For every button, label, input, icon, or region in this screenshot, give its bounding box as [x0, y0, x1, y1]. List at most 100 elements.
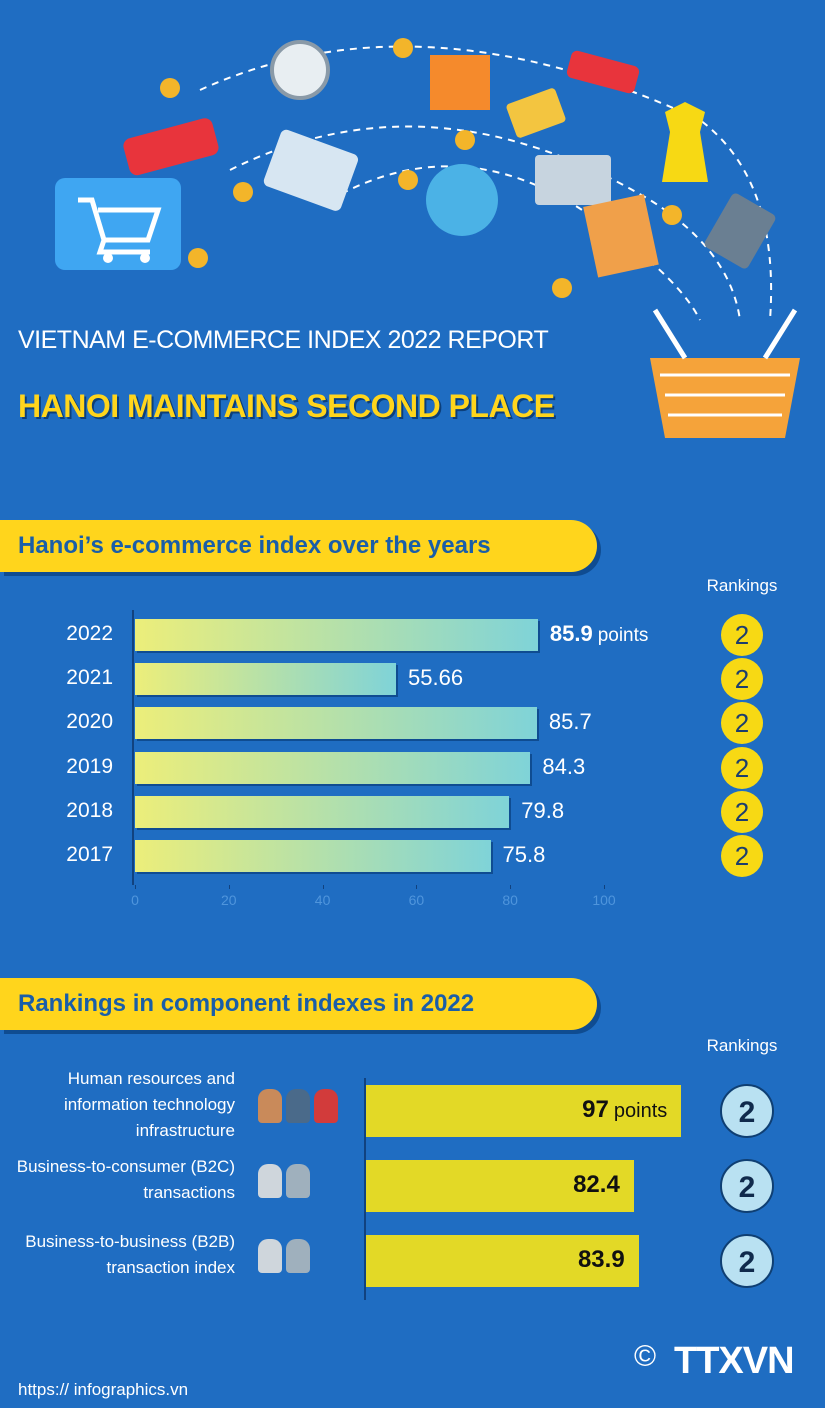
value: 85.9 — [549, 621, 593, 646]
rankings-header: Rankings — [706, 1036, 778, 1055]
section-pill — [0, 978, 597, 1030]
tick-mark — [604, 885, 605, 889]
y-axis-line — [364, 1078, 366, 1300]
year-label: 2019 — [66, 754, 113, 778]
x-tick-label: 60 — [408, 892, 425, 908]
rankings-header: Rankings — [706, 576, 778, 595]
ranking: 2 — [720, 1234, 774, 1288]
unit: points — [597, 625, 649, 646]
icon — [314, 1089, 338, 1123]
tick-mark — [135, 885, 136, 889]
x-tick-label: 100 — [592, 892, 616, 908]
value-label: 83.9 — [366, 1246, 625, 1274]
category-label: Business-to-business (B2B) transaction i… — [25, 1232, 235, 1277]
icon — [258, 1089, 282, 1123]
bar — [135, 707, 537, 740]
pay-tag — [566, 50, 640, 94]
year-label: 2021 — [66, 666, 113, 690]
y-axis-line — [132, 610, 134, 885]
ranking: 2 — [721, 835, 763, 877]
coins — [160, 38, 682, 298]
category-label: Human resources and information technolo… — [63, 1069, 235, 1140]
section-pill — [0, 520, 597, 572]
value-label: 97 points — [366, 1096, 667, 1124]
dress — [662, 102, 708, 182]
ranking: 2 — [720, 1159, 774, 1213]
bar — [135, 795, 510, 828]
chart-title: Hanoi’s e-commerce index over the years — [18, 532, 491, 559]
icon — [286, 1164, 310, 1198]
bar — [366, 1235, 639, 1287]
ranking: 2 — [721, 702, 763, 745]
tablet — [263, 129, 359, 211]
icon — [258, 1239, 282, 1273]
card — [506, 88, 566, 138]
laptop — [535, 155, 611, 205]
bar — [135, 751, 531, 784]
tick-mark — [228, 885, 230, 889]
bar — [135, 840, 491, 872]
basket — [650, 358, 800, 438]
globe — [426, 164, 498, 236]
x-tick-label: 0 — [131, 892, 139, 908]
arc — [329, 165, 701, 321]
value-label: 79.8 — [521, 798, 564, 824]
coin — [662, 205, 682, 225]
value: 79.8 — [521, 797, 565, 823]
ranking: 2 — [721, 658, 763, 701]
x-tick-label: 40 — [314, 892, 331, 908]
url: https:// infographics.vn — [18, 1380, 189, 1399]
ranking: 2 — [721, 790, 763, 833]
icon — [286, 1089, 310, 1123]
arc — [229, 125, 741, 321]
ranking: 2 — [721, 746, 763, 789]
value: 97 — [582, 1096, 609, 1123]
tick-mark — [416, 885, 418, 889]
phone — [704, 193, 776, 269]
logo: TTXVN — [674, 1340, 795, 1382]
value-label: 85.7 — [549, 709, 592, 735]
year-label: 2017 — [66, 843, 113, 866]
cart-wheel — [140, 253, 150, 263]
value: 82.4 — [573, 1171, 620, 1198]
copyright: © — [634, 1340, 657, 1373]
coin — [455, 130, 475, 150]
value-label: 82.4 — [366, 1171, 620, 1199]
coin — [188, 248, 208, 268]
coin — [233, 182, 253, 202]
x-tick-label: 80 — [502, 892, 518, 908]
bar — [366, 1085, 682, 1137]
bar — [135, 619, 538, 651]
basket-lines — [660, 373, 790, 417]
year-label: 2022 — [66, 622, 113, 645]
coin — [398, 170, 418, 190]
basket-handle — [652, 308, 798, 360]
unit: points — [613, 1100, 668, 1122]
coin — [552, 278, 572, 298]
kicker: VIETNAM E-COMMERCE INDEX 2022 REPORT — [18, 326, 549, 354]
value-label: 55.66 — [408, 665, 463, 691]
ranking: 2 — [721, 614, 763, 656]
chart-title: Rankings in component indexes in 2022 — [18, 990, 475, 1017]
value-label: 85.9 points — [550, 621, 649, 647]
category-label: Business-to-consumer (B2C) transactions — [16, 1157, 235, 1202]
value-label: 75.8 — [503, 842, 546, 868]
value-label: 84.3 — [542, 754, 585, 780]
year-label: 2018 — [66, 798, 113, 822]
value: 55.66 — [408, 665, 464, 691]
coin — [393, 38, 413, 58]
year-label: 2020 — [66, 710, 113, 734]
gift-box — [430, 55, 490, 110]
stopwatch — [270, 40, 330, 100]
tick-mark — [510, 885, 512, 889]
value: 84.3 — [542, 753, 586, 779]
coin — [160, 78, 180, 98]
bar — [366, 1160, 634, 1212]
x-tick-label: 20 — [221, 892, 237, 908]
ranking: 2 — [720, 1084, 774, 1138]
title: HANOI MAINTAINS SECOND PLACE — [18, 388, 555, 424]
icon — [286, 1239, 310, 1273]
tick-mark — [322, 885, 324, 889]
cart-icon — [78, 197, 162, 255]
